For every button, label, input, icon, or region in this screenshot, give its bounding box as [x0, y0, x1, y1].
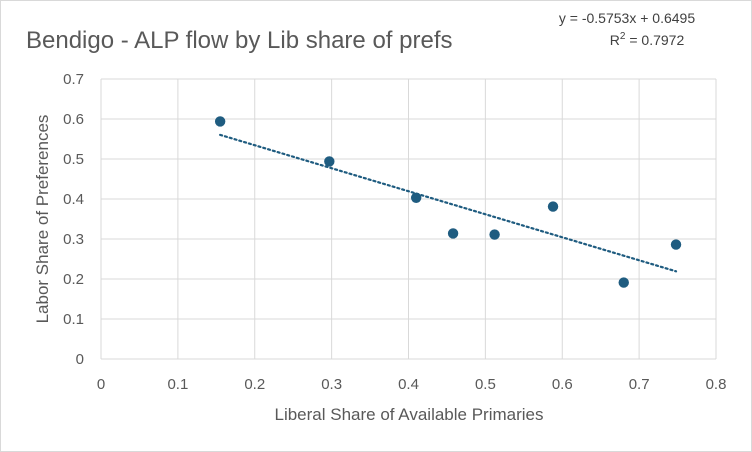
trendline [219, 133, 678, 273]
y-axis-title: Labor Share of Preferences [33, 115, 52, 324]
trendline-equation: y = -0.5753x + 0.6495 [559, 10, 695, 26]
data-point-6 [618, 277, 629, 288]
y-tick-label-3: 0.3 [63, 231, 84, 248]
data-point-2 [410, 192, 422, 203]
data-point-5 [547, 201, 559, 212]
x-tick-label-4: 0.4 [398, 376, 419, 393]
x-tick-label-5: 0.5 [475, 376, 496, 393]
data-points [214, 116, 682, 288]
x-tick-label-3: 0.3 [321, 376, 342, 393]
r-squared-label: R2 = 0.7972 [610, 31, 685, 48]
y-tick-label-7: 0.7 [63, 71, 84, 88]
x-tick-label-0: 0 [97, 376, 105, 393]
y-tick-label-0: 0 [76, 351, 84, 368]
data-point-7 [670, 239, 682, 250]
data-point-1 [324, 156, 335, 167]
gridlines [100, 78, 717, 360]
chart-title: Bendigo - ALP flow by Lib share of prefs [26, 27, 452, 54]
x-tick-label-7: 0.7 [629, 376, 650, 393]
y-tick-label-4: 0.4 [63, 191, 84, 208]
r-squared-symbol: R [610, 32, 620, 48]
y-axis-ticks: 0 0.1 0.2 0.3 0.4 0.5 0.6 0.7 [63, 71, 84, 368]
x-axis-ticks: 0 0.1 0.2 0.3 0.4 0.5 0.6 0.7 0.8 [97, 376, 727, 393]
x-axis-title: Liberal Share of Available Primaries [275, 405, 544, 424]
y-tick-label-6: 0.6 [63, 111, 84, 128]
data-point-3 [447, 228, 459, 239]
x-tick-label-2: 0.2 [244, 376, 265, 393]
r-squared-value: = 0.7972 [625, 32, 684, 48]
y-tick-label-2: 0.2 [63, 271, 84, 288]
x-tick-label-1: 0.1 [167, 376, 188, 393]
y-tick-label-5: 0.5 [63, 151, 84, 168]
y-tick-label-1: 0.1 [63, 311, 84, 328]
data-point-0 [214, 116, 226, 127]
x-tick-label-6: 0.6 [552, 376, 573, 393]
r-squared-superscript: 2 [620, 31, 626, 42]
x-tick-label-8: 0.8 [706, 376, 727, 393]
data-point-4 [489, 229, 500, 240]
